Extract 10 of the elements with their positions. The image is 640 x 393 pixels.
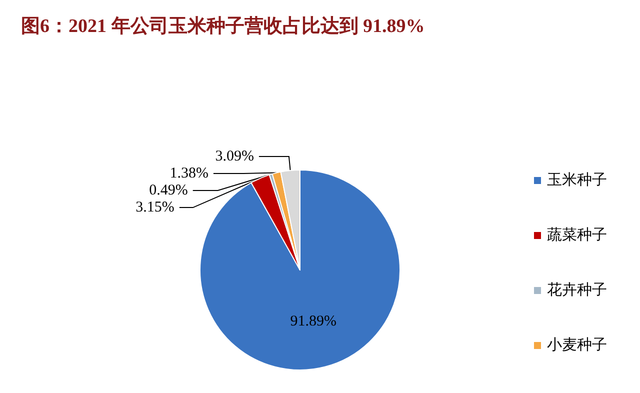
data-label: 3.09% xyxy=(215,148,254,165)
chart-title: 图6：2021 年公司玉米种子营收占比达到 91.89% xyxy=(21,15,425,37)
data-label: 0.49% xyxy=(149,182,188,199)
legend-label: 玉米种子 xyxy=(547,172,607,188)
legend-label: 花卉种子 xyxy=(547,282,607,298)
data-label: 1.38% xyxy=(170,166,208,182)
legend-label: 蔬菜种子 xyxy=(547,226,607,244)
legend-label: 小麦种子 xyxy=(547,336,607,354)
data-label: 3.15% xyxy=(136,200,174,216)
data-label: 91.89% xyxy=(290,313,336,330)
